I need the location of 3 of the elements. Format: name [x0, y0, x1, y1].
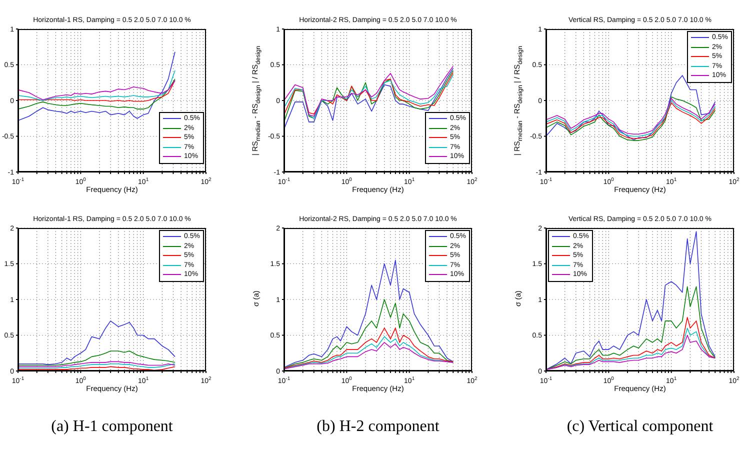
- text: (b) H-2 component: [316, 418, 440, 436]
- text: (c) Vertical component: [566, 418, 714, 436]
- text: (a) H-1 component: [50, 418, 174, 436]
